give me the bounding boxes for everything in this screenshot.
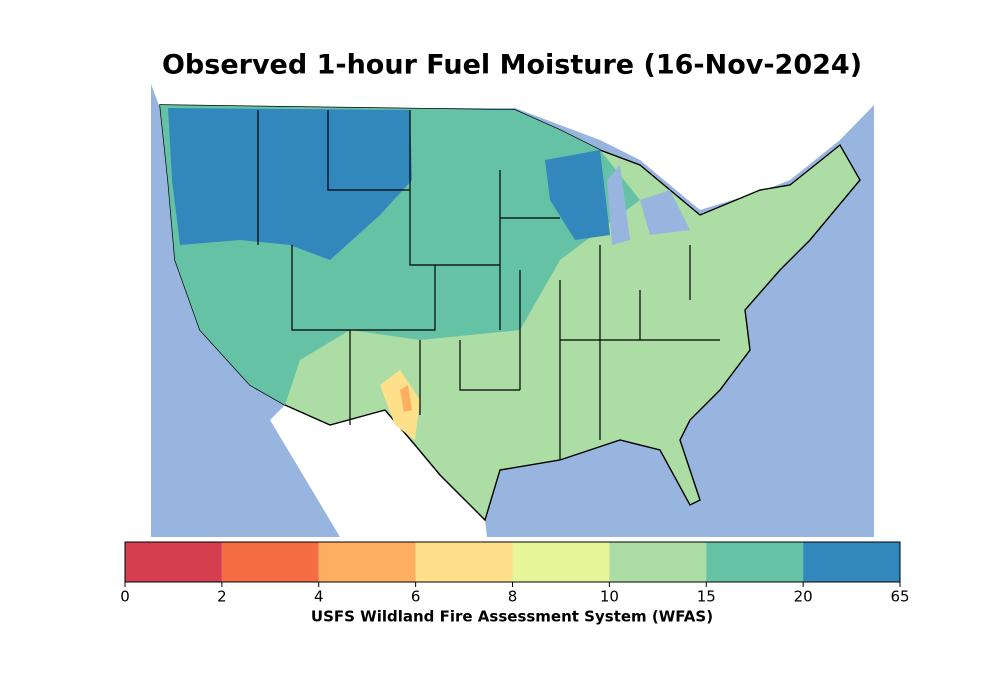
map: [151, 84, 874, 537]
colorbar-segment: [125, 542, 222, 582]
colorbar-segment: [415, 542, 513, 582]
dry-zone: [380, 370, 420, 440]
colorbar-tick-label: 4: [314, 588, 324, 606]
colorbar-segment: [803, 542, 900, 582]
colorbar-segment: [706, 542, 804, 582]
wet-zone: [168, 108, 412, 260]
colorbar-tick-label: 0: [120, 588, 130, 606]
great-lakes: [607, 165, 690, 245]
colorbar-segment: [609, 542, 707, 582]
colorbar-segment: [318, 542, 416, 582]
canada: [151, 84, 874, 210]
colorbar-tick-label: 6: [411, 588, 421, 606]
wet-zone: [545, 150, 610, 240]
colorbar: 0 2 4 6 8 10 15 20 65: [120, 541, 910, 606]
colorbar-tick-label: 15: [697, 588, 716, 606]
colorbar-tick-label: 8: [508, 588, 518, 606]
dry-zone: [400, 385, 412, 412]
colorbar-tick-label: 2: [217, 588, 227, 606]
colorbar-tick-label: 10: [600, 588, 619, 606]
colorbar-label: USFS Wildland Fire Assessment System (WF…: [311, 608, 713, 626]
colorbar-tick-label: 20: [794, 588, 813, 606]
colorbar-tick-label: 65: [890, 588, 909, 606]
colorbar-segment: [512, 542, 610, 582]
map-title: Observed 1-hour Fuel Moisture (16-Nov-20…: [162, 50, 862, 81]
colorbar-segment: [221, 542, 319, 582]
mexico: [270, 405, 487, 537]
state-borders: [257, 110, 720, 460]
